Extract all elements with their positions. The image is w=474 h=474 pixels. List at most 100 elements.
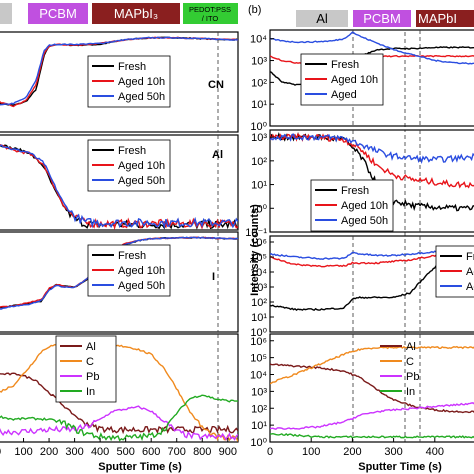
axes-frame — [269, 333, 474, 443]
y-tick-label: 10³ — [251, 132, 267, 144]
legend-entry: Aged 10h — [118, 76, 165, 88]
legend-entry: Fresh — [118, 250, 146, 262]
series-line-in — [0, 394, 238, 442]
legend: Fresh Aged 10h Aged 50h — [87, 55, 171, 108]
axes-frame — [269, 29, 474, 127]
band-b-pcbm-label: PCBM — [363, 11, 401, 26]
legend-entry: Pb — [406, 371, 419, 383]
x-tick-label: 600 — [142, 446, 160, 458]
y-tick-label: 10⁵ — [250, 252, 267, 264]
band-b-pcbm — [353, 10, 411, 27]
y-tick-label: 10⁴ — [250, 370, 267, 382]
legend-entry: In — [86, 386, 95, 398]
legend-entry: Aged 50h — [118, 175, 165, 187]
legend: Fresh Aged 10h Aged 50h — [310, 179, 394, 232]
panel-element-label: Al — [212, 149, 223, 161]
panel-b-mid: Fresh Aged 10h Aged 50h 10⁻¹ 10⁰ 10¹ 10² 10³ — [245, 129, 474, 239]
series-line-in — [270, 432, 474, 439]
series-line-pb — [270, 402, 474, 430]
legend-entry: AgedI — [466, 281, 474, 293]
band-a-pedot-label-1: PEDOT:PSS — [189, 5, 231, 14]
y-tick-label: 10¹ — [251, 180, 267, 192]
axes-frame — [0, 333, 239, 443]
plot-area: CN Fresh Aged 10h Aged 50h Al Fresh Aged 10h Ag… — [0, 29, 474, 458]
series-line-al — [270, 363, 474, 414]
panel-b-xlabel: Sputter Time (s) — [358, 461, 442, 473]
y-tick-label: 10⁻¹ — [245, 227, 267, 239]
panel-b-bottom: Al C Pb In 10⁰ 10¹ 10² 10³ 10⁴ 10⁵ 10⁶ 0 100 200 300 40… — [250, 333, 474, 458]
panel-a-CN: CN Fresh Aged 10h Aged 50h — [0, 31, 406, 133]
y-tick-label: 10¹ — [251, 420, 267, 432]
axes-frame — [0, 231, 239, 333]
y-tick-label: 10² — [251, 403, 267, 415]
panel-b-ylabel: Intensity (counts) — [249, 204, 261, 296]
y-tick-label: 10² — [251, 156, 267, 168]
x-tick-label: 0 — [0, 446, 1, 458]
legend-entry: Fresh — [331, 59, 359, 71]
legend-entry: Fresh — [118, 61, 146, 73]
legend-entry: Fresh — [118, 145, 146, 157]
x-tick-label: 0 — [267, 446, 273, 458]
y-tick-label: 10⁶ — [250, 237, 267, 249]
y-tick-label: 10¹ — [251, 312, 267, 324]
legend: Fresh Aged 10h Aged — [300, 53, 384, 106]
y-tick-label: 10⁴ — [250, 267, 267, 279]
band-a-pedot — [183, 3, 238, 24]
y-tick-label: 10⁵ — [250, 353, 267, 365]
panel-b-low: Fresh AgedI AgedI 10⁰ 10¹ 10² 10³ 10⁴ 10⁵ 10⁶ — [250, 235, 474, 339]
panel-b-label: (b) — [248, 4, 261, 16]
y-tick-label: 10³ — [251, 386, 267, 398]
series-line-c — [0, 343, 238, 442]
panel-element-label: CN — [208, 79, 224, 91]
axes-frame — [0, 31, 239, 133]
legend-entry: Aged 10h — [118, 160, 165, 172]
x-tick-label: 200 — [40, 446, 58, 458]
series-line-aged-50h — [0, 144, 238, 230]
y-tick-label: 10⁰ — [250, 203, 267, 215]
y-tick-label: 10⁶ — [250, 336, 267, 348]
band-b-mapbi — [416, 10, 474, 27]
legend-entry: Fresh — [466, 251, 474, 263]
panel-a-layer-bands: PCBM MAPbI₃ PEDOT:PSS / ITO — [0, 3, 238, 24]
y-tick-label: 10⁰ — [250, 327, 267, 339]
band-b-mapbi-label: MAPbI — [418, 11, 457, 26]
series-line-aged-50h — [270, 133, 474, 165]
axes-frame — [269, 235, 474, 333]
x-tick-label: 200 — [343, 446, 361, 458]
legend: Fresh AgedI AgedI — [435, 245, 474, 298]
y-tick-label: 10³ — [251, 282, 267, 294]
legend: Fresh Aged 10h Aged 50h — [87, 139, 171, 192]
y-tick-label: 10⁴ — [250, 34, 267, 46]
series-line-aged — [270, 31, 474, 65]
band-a-pcbm — [28, 3, 88, 24]
series-line-c — [270, 345, 474, 385]
x-tick-label: 800 — [193, 446, 211, 458]
panel-a-Al: Al Fresh Aged 10h Aged 50h — [0, 134, 406, 231]
legend-entry: Aged — [331, 89, 357, 101]
band-b-al-label: Al — [316, 11, 328, 26]
band-a-partial — [0, 3, 12, 24]
y-tick-label: 10⁰ — [250, 437, 267, 449]
legend: Al C Pb In — [55, 335, 117, 403]
panel-a-xlabel: Sputter Time (s) — [98, 461, 182, 473]
y-tick-label: 10² — [251, 297, 267, 309]
legend-entry: C — [86, 356, 94, 368]
x-tick-label: 300 — [65, 446, 83, 458]
legend-entry: Fresh — [341, 185, 369, 197]
x-tick-label: 100 — [14, 446, 32, 458]
x-tick-label: 900 — [219, 446, 237, 458]
panel-a-I: I Fresh Aged 10h Aged 50h — [0, 231, 406, 333]
legend-entry: Aged 10h — [331, 74, 378, 86]
legend-entry: Aged 50h — [118, 280, 165, 292]
band-a-mapbi — [92, 3, 180, 24]
legend: Fresh Aged 10h Aged 50h — [87, 244, 171, 297]
series-line-aged-50h — [0, 36, 238, 106]
x-tick-label: 300 — [384, 446, 402, 458]
x-tick-label: 100 — [302, 446, 320, 458]
y-tick-label: 10⁰ — [250, 121, 267, 133]
legend-entry: Al — [86, 341, 96, 353]
legend-entry: Aged 10h — [341, 200, 388, 212]
axes-frame — [269, 129, 474, 233]
legend-entry: Aged 50h — [118, 91, 165, 103]
